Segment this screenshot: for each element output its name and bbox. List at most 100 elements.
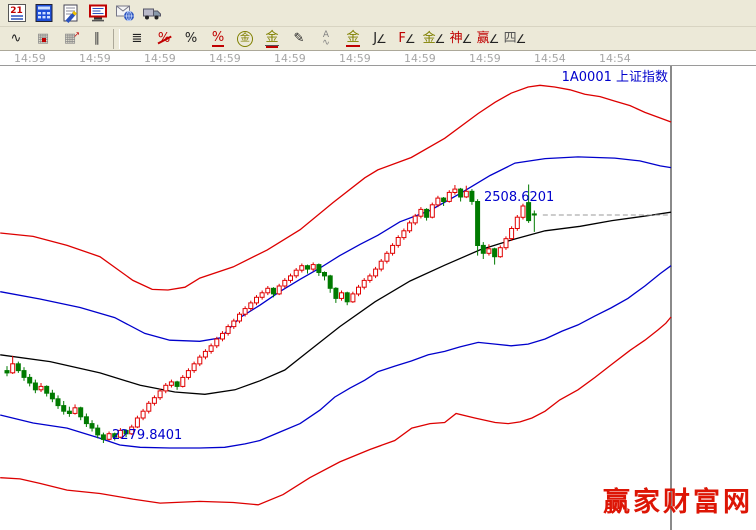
candle-body — [163, 384, 169, 392]
candle — [220, 331, 225, 342]
candle — [202, 349, 208, 360]
candle — [378, 259, 384, 272]
candle — [185, 368, 191, 380]
notes-icon[interactable] — [58, 2, 84, 24]
candle-body — [480, 244, 486, 254]
j-channel-tool[interactable]: J ∠ — [367, 28, 393, 50]
candle — [242, 306, 248, 317]
candlestick-series[interactable] — [4, 184, 537, 444]
shen-channel-tool[interactable]: 神 ∠ — [448, 28, 474, 50]
candle — [418, 207, 424, 219]
candle — [458, 187, 464, 202]
candle — [157, 388, 163, 400]
candle — [32, 379, 38, 394]
mail-globe-icon[interactable] — [112, 2, 138, 24]
parallel-channel-tool[interactable]: ∥ — [84, 28, 110, 50]
grid-shift-tool[interactable]: ▦ ↗ — [57, 28, 83, 50]
candle — [344, 291, 350, 306]
f-channel-tool[interactable]: F ∠ — [394, 28, 420, 50]
candle-body — [435, 197, 441, 206]
gold-circle-tool[interactable]: 金 — [232, 28, 258, 50]
candle — [21, 367, 27, 381]
angle-mark: ∠ — [488, 31, 500, 46]
candle-body — [129, 426, 135, 435]
angle-mark: ∠ — [461, 31, 473, 46]
candle — [395, 235, 401, 248]
candle-body — [231, 320, 237, 328]
monitor-icon[interactable] — [85, 2, 111, 24]
candle-body — [134, 417, 140, 428]
candle — [350, 291, 356, 303]
candle-body — [526, 202, 532, 222]
parallel-channel-tool-glyph: ∥ — [93, 31, 101, 46]
candle — [55, 395, 61, 409]
time-tick-label: 14:59 — [79, 52, 111, 65]
candle-body — [356, 286, 361, 295]
candle-body — [305, 265, 310, 270]
elliott-wave-tool-glyph: A ∿ — [322, 29, 330, 48]
grid-tool[interactable]: ▦ — [30, 28, 56, 50]
low-price-label: 2279.8401 — [112, 428, 183, 443]
candle-body — [174, 381, 180, 387]
candle — [361, 278, 367, 290]
calendar-icon[interactable]: 21 — [4, 2, 30, 24]
gold-lines-tool[interactable]: 金 — [259, 28, 285, 50]
candle — [61, 401, 67, 415]
candle-body — [509, 228, 515, 240]
si-channel-tool[interactable]: 四 ∠ — [502, 28, 528, 50]
candle-body — [66, 410, 72, 415]
candle — [497, 245, 503, 258]
candle-body — [191, 363, 197, 372]
calculator-icon[interactable] — [31, 2, 57, 24]
arrow-mark: ↗ — [73, 29, 80, 39]
candle-body — [117, 429, 123, 438]
candle — [15, 361, 21, 373]
candle-body — [197, 356, 203, 365]
percent-lines-tool-glyph: % — [211, 29, 225, 47]
ying-channel-tool[interactable]: 赢 ∠ — [475, 28, 501, 50]
candle-body — [486, 248, 492, 254]
candle-body — [180, 376, 186, 387]
candle — [27, 374, 33, 387]
candle — [492, 247, 498, 265]
candle-body — [254, 296, 259, 304]
candle — [480, 242, 486, 259]
gold-underline-tool[interactable]: 金 — [340, 28, 366, 50]
candle — [469, 189, 475, 205]
candle — [174, 380, 180, 390]
brush-tool[interactable]: ✎ — [286, 28, 312, 50]
candle-body — [395, 237, 401, 246]
candle — [310, 262, 316, 272]
candle-body — [424, 208, 430, 218]
candle-body — [378, 260, 384, 270]
candle-body — [293, 269, 299, 277]
candle — [100, 432, 106, 443]
candle-body — [44, 385, 50, 394]
main-toolbar: 21 — [0, 0, 756, 27]
candle-body — [21, 370, 27, 378]
truck-icon[interactable] — [139, 2, 165, 24]
candle — [452, 185, 458, 195]
candle-body — [185, 370, 191, 378]
candle — [197, 354, 203, 367]
time-tick-label: 14:59 — [404, 52, 436, 65]
candle-body — [418, 208, 424, 217]
polyline-tool[interactable]: ∿ — [3, 28, 29, 50]
candle — [475, 199, 481, 256]
gold-channel-tool[interactable]: 金 ∠ — [421, 28, 447, 50]
angle-mark: ∠ — [404, 31, 416, 46]
candle — [367, 273, 373, 283]
percent-lines-tool[interactable]: % — [205, 28, 231, 50]
candle — [117, 428, 123, 439]
middle-band-line — [0, 211, 672, 395]
candle — [288, 273, 293, 283]
candle — [276, 283, 282, 296]
candle-body — [322, 272, 327, 277]
scale-ruler-tool[interactable]: ≣ — [124, 28, 150, 50]
percent-tool[interactable]: % — [178, 28, 204, 50]
elliott-wave-tool[interactable]: A ∿ — [313, 28, 339, 50]
candle-body — [503, 238, 509, 249]
time-tick-label: 14:59 — [469, 52, 501, 65]
toolbar-separator — [113, 28, 120, 49]
percent-retrace-tool[interactable]: % — [151, 28, 177, 50]
